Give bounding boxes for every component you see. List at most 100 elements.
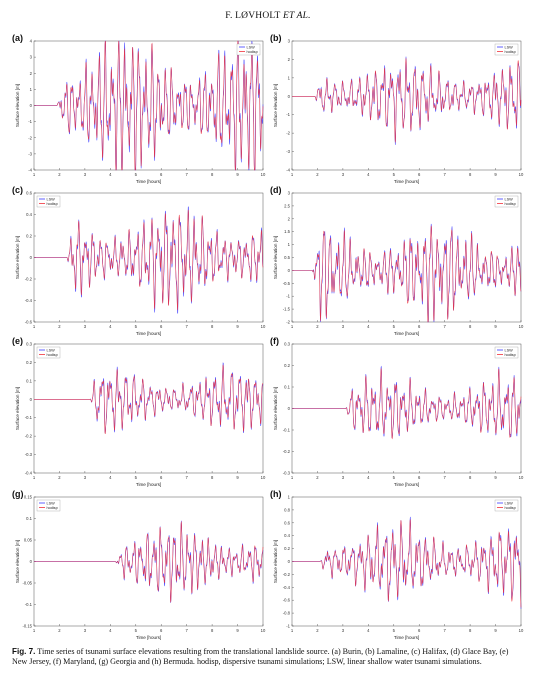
figure-caption: Fig. 7. Time series of tsunami surface e… [12,647,524,667]
y-tick-label: 0.2 [26,234,32,239]
y-tick-label: -0.4 [283,585,291,590]
y-tick-label: 1 [288,242,291,247]
x-tick-label: 5 [393,475,396,480]
time-series-chart: 1 2 3 4 5 6 7 8 9 10 -4 -3 -2 -1 0 1 2 3 4 Time [hours] Surf… [15,39,266,185]
legend-box [36,499,61,512]
y-tick-label: 0 [288,406,291,411]
y-tick-label: 0.1 [26,378,32,383]
x-tick-label: 2 [58,172,61,177]
y-tick-label: -1 [28,119,32,124]
x-tick-label: 2 [58,628,61,633]
y-tick-label: -0.1 [25,415,33,420]
x-tick-label: 4 [367,475,370,480]
panel-label: (e) [12,336,23,346]
x-tick-label: 5 [393,172,396,177]
y-tick-label: 0.6 [26,191,32,196]
y-tick-label: 2 [30,71,33,76]
x-tick-label: 2 [316,324,319,329]
x-tick-label: 9 [236,324,239,329]
y-tick-label: 0.6 [284,520,290,525]
x-axis-label: Time [hours] [136,179,161,184]
x-tick-label: 7 [185,475,188,480]
x-axis-label: Time [hours] [394,482,419,487]
y-tick-label: 0.3 [26,342,32,347]
x-tick-label: 8 [211,324,214,329]
x-tick-label: 9 [494,172,497,177]
panel-a: (a) 1 2 3 4 5 6 7 8 9 10 -4 -3 -2 -1 0 1 2 3 4 Time [hours] S… [10,33,272,191]
x-tick-label: 5 [135,324,138,329]
legend-label: LSW [505,197,514,201]
x-tick-label: 2 [58,475,61,480]
plot-area [33,343,264,474]
panel-b: (b) 1 2 3 4 5 6 7 8 9 10 -4 -3 -2 -1 0 1 2 3 Time [hours] Su… [268,33,530,191]
x-tick-label: 8 [469,172,472,177]
x-tick-label: 3 [84,172,87,177]
x-axis-label: Time [hours] [394,635,419,640]
y-tick-label: -0.1 [283,428,291,433]
legend-box [36,195,61,208]
x-tick-label: 9 [494,628,497,633]
x-tick-label: 10 [519,324,524,329]
y-tick-label: 0 [30,397,33,402]
y-tick-label: -2 [286,320,290,325]
legend-label: hodisp [505,353,516,357]
y-axis-label: Surface elevation [m] [15,540,20,583]
x-tick-label: 4 [109,172,112,177]
x-tick-label: 3 [342,475,345,480]
legend-label: hodisp [505,202,516,206]
y-tick-label: 0 [288,559,291,564]
x-tick-label: 3 [342,172,345,177]
y-tick-label: -0.05 [22,581,32,586]
series-line-hodisp [292,225,522,323]
y-tick-label: -0.4 [25,471,33,476]
y-tick-label: 3 [30,55,33,60]
x-tick-label: 6 [418,324,421,329]
y-tick-label: -0.15 [22,624,32,629]
y-tick-label: 0.4 [284,533,290,538]
y-tick-label: -1.5 [283,307,291,312]
y-tick-label: 2.5 [284,203,290,208]
x-tick-label: 9 [236,172,239,177]
x-axis-label: Time [hours] [394,179,419,184]
x-tick-label: 5 [393,324,396,329]
x-tick-label: 2 [316,172,319,177]
x-tick-label: 6 [418,475,421,480]
legend-label: LSW [505,501,514,505]
y-tick-label: -1 [286,624,290,629]
y-tick-label: -3 [286,149,290,154]
legend-box [494,43,519,56]
y-tick-label: -0.4 [25,298,33,303]
y-tick-label: 4 [30,39,33,44]
panel-e: (e) 1 2 3 4 5 6 7 8 9 10 -0.4 -0.3 -0.2 -0.1 0 0.1 0.2 0.3… [10,336,272,494]
y-tick-label: 1 [288,75,291,80]
x-tick-label: 3 [342,628,345,633]
time-series-chart: 1 2 3 4 5 6 7 8 9 10 -0.6 -0.4 -0.2 0 0.2 0.4 0.6 Time [h… [15,191,266,337]
x-tick-label: 9 [494,475,497,480]
series-line-hodisp [34,521,264,603]
x-tick-label: 5 [135,172,138,177]
panel-c: (c) 1 2 3 4 5 6 7 8 9 10 -0.6 -0.4 -0.2 0 0.2 0.4 0.6 Time… [10,185,272,343]
y-tick-label: 0.1 [26,516,32,521]
time-series-chart: 1 2 3 4 5 6 7 8 9 10 -1 -0.8 -0.6 -0.4 -0.2 0 0.2 0.4 0.6 0… [273,495,524,641]
y-tick-label: -4 [28,168,32,173]
x-tick-label: 4 [109,324,112,329]
x-tick-label: 9 [236,628,239,633]
y-tick-label: 0.2 [284,546,290,551]
y-axis-label: Surface elevation [m] [15,387,20,430]
y-tick-label: 3 [288,191,291,196]
x-tick-label: 2 [316,628,319,633]
y-tick-label: -0.2 [25,277,33,282]
x-tick-label: 10 [261,172,266,177]
x-tick-label: 7 [443,475,446,480]
legend-box [494,499,519,512]
x-tick-label: 6 [418,172,421,177]
x-tick-label: 1 [33,628,36,633]
panel-h: (h) 1 2 3 4 5 6 7 8 9 10 -1 -0.8 -0.6 -0.4 -0.2 0 0.2 0.4 0… [268,489,530,647]
y-tick-label: -0.2 [25,434,33,439]
y-tick-label: -0.2 [283,449,291,454]
plot-area [33,40,264,171]
x-tick-label: 4 [367,324,370,329]
x-tick-label: 8 [469,628,472,633]
y-tick-label: 1.5 [284,229,290,234]
x-tick-label: 9 [494,324,497,329]
